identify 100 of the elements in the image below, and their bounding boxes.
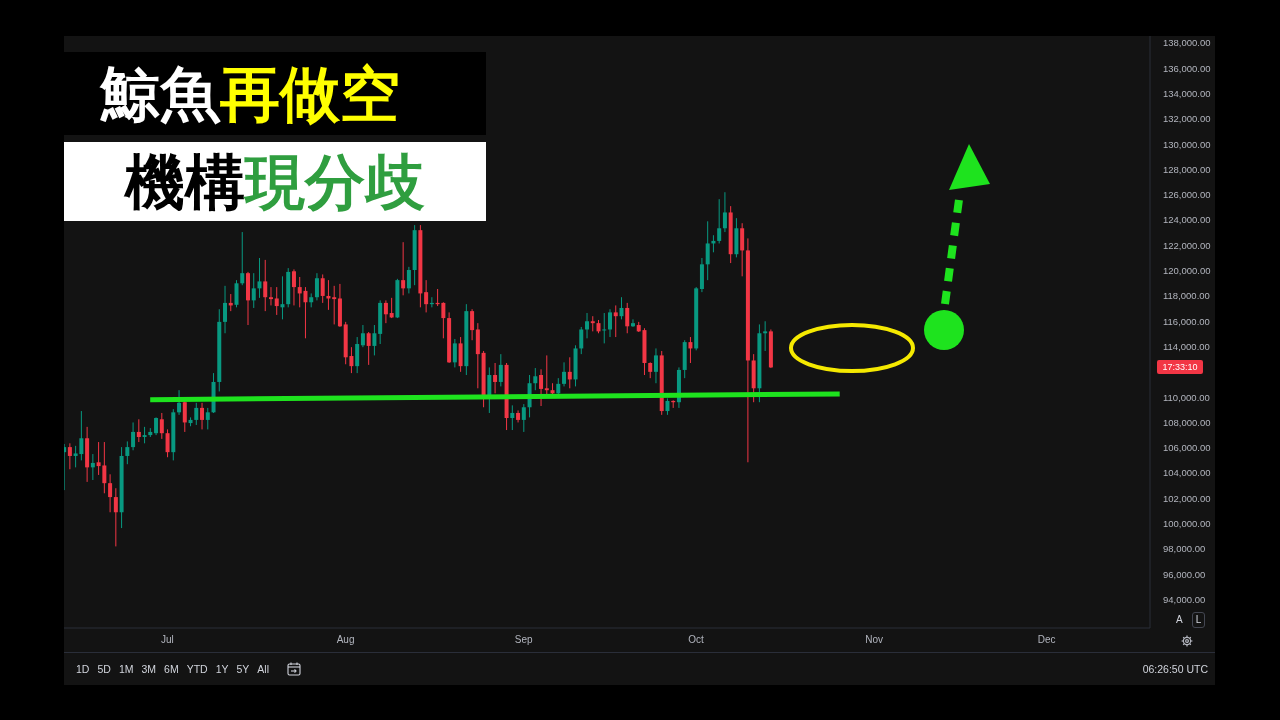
text: 6M (163, 662, 180, 675)
y-tick-label: 114,000.00 (1163, 340, 1210, 352)
candlestick (268, 286, 273, 306)
text: L (1191, 612, 1206, 628)
candlestick (291, 268, 296, 306)
text: All (256, 662, 270, 675)
y-tick-label: 96,000.00 (1163, 568, 1206, 580)
text: 機構現分歧 (125, 146, 425, 217)
candlestick (360, 324, 365, 348)
y-tick-label: 130,000.00 (1163, 138, 1211, 150)
text: YTD (185, 662, 209, 675)
candlestick (113, 487, 118, 547)
y-tick-label: 98,000.00 (1163, 543, 1206, 555)
candlestick (372, 324, 377, 356)
candlestick (177, 389, 182, 416)
candlestick (274, 286, 279, 316)
x-tick-label: Dec (1037, 634, 1056, 646)
candlestick (263, 259, 268, 312)
candlestick (108, 473, 113, 513)
text: 1Y (214, 662, 230, 675)
y-tick-label: 128,000.00 (1163, 163, 1211, 175)
candlestick (562, 361, 567, 387)
y-tick-label: 132,000.00 (1163, 113, 1211, 125)
candlestick (688, 336, 693, 364)
x-tick-label: Nov (865, 634, 884, 646)
text: 17:33:10 (1162, 362, 1198, 373)
text: 1D (75, 662, 91, 675)
candlestick (458, 336, 463, 373)
candlestick (539, 368, 544, 407)
candlestick (320, 273, 325, 304)
candlestick (182, 399, 187, 433)
candlestick (487, 366, 492, 414)
x-tick-label: Sep (514, 634, 534, 646)
text: A (1175, 613, 1184, 627)
candlestick (585, 312, 590, 339)
chart-title: 鯨魚再做空 (100, 58, 400, 129)
candlestick (510, 404, 515, 431)
candlestick (383, 299, 388, 324)
candlestick (257, 257, 262, 299)
candlestick (521, 403, 526, 433)
candlestick (567, 356, 572, 389)
candlestick (280, 275, 285, 320)
candlestick (355, 336, 360, 374)
candlestick (223, 285, 228, 334)
candlestick (579, 326, 584, 355)
candlestick (366, 331, 371, 366)
candlestick (705, 220, 710, 281)
y-tick-label: 106,000.00 (1163, 442, 1211, 454)
candlestick (452, 338, 457, 368)
candlestick (159, 412, 164, 440)
candlestick (740, 222, 745, 277)
candlestick (470, 308, 475, 341)
candlestick (332, 285, 337, 325)
y-tick-label: 100,000.00 (1163, 518, 1211, 530)
candlestick (763, 320, 768, 352)
text: 06:26:50 UTC (1142, 662, 1208, 675)
y-tick-label: 108,000.00 (1163, 416, 1211, 428)
text: 5Y (235, 662, 251, 675)
x-tick-label: Oct (688, 634, 705, 646)
candlestick (424, 279, 429, 313)
y-tick-label: 104,000.00 (1163, 467, 1211, 479)
candlestick (533, 367, 538, 391)
y-tick-label: 102,000.00 (1163, 492, 1211, 504)
candlestick (498, 353, 503, 387)
candlestick (544, 354, 549, 396)
candlestick (406, 266, 411, 294)
candlestick (125, 440, 130, 465)
candlestick (165, 428, 170, 458)
text: 5D (96, 662, 112, 675)
candlestick (608, 308, 612, 338)
candlestick (493, 362, 498, 394)
text: 1M (117, 662, 135, 675)
y-tick-label: 118,000.00 (1163, 290, 1210, 302)
candlestick (625, 302, 630, 334)
candlestick (653, 347, 658, 384)
y-tick-label: 120,000.00 (1163, 265, 1211, 277)
candlestick (602, 312, 607, 344)
candlestick (194, 402, 199, 426)
candlestick (613, 304, 618, 338)
candlestick (234, 279, 239, 308)
y-tick-label: 126,000.00 (1163, 189, 1211, 201)
y-tick-label: 136,000.00 (1163, 62, 1211, 74)
y-tick-label: 116,000.00 (1163, 315, 1210, 327)
candlestick (251, 272, 256, 309)
candlestick (136, 418, 141, 443)
x-tick-label: Aug (336, 634, 355, 646)
candlestick (200, 402, 205, 430)
y-tick-label: 138,000.00 (1163, 37, 1211, 49)
candlestick (240, 231, 245, 286)
candlestick (722, 191, 727, 233)
y-tick-label: 124,000.00 (1163, 214, 1211, 226)
y-tick-label: 122,000.00 (1163, 239, 1211, 251)
candlestick (205, 407, 210, 430)
y-tick-label: 110,000.00 (1163, 391, 1210, 403)
y-tick-label: 94,000.00 (1163, 593, 1206, 605)
candlestick (67, 442, 72, 470)
candlestick (401, 241, 406, 296)
text: 3M (140, 662, 158, 675)
x-tick-label: Jul (161, 634, 174, 646)
candlestick (131, 421, 136, 451)
